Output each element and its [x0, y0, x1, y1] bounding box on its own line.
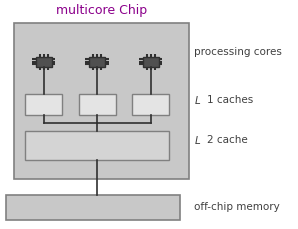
Text: off-chip memory: off-chip memory [194, 202, 280, 212]
FancyBboxPatch shape [89, 57, 105, 67]
FancyBboxPatch shape [14, 23, 189, 179]
Text: $L$: $L$ [194, 134, 201, 146]
FancyBboxPatch shape [36, 57, 52, 67]
Text: processing cores: processing cores [194, 46, 282, 57]
Text: 1 caches: 1 caches [207, 95, 253, 105]
FancyBboxPatch shape [132, 94, 169, 114]
FancyBboxPatch shape [25, 94, 62, 114]
FancyBboxPatch shape [25, 131, 169, 160]
FancyBboxPatch shape [6, 195, 180, 220]
FancyBboxPatch shape [143, 57, 159, 67]
Text: $L$: $L$ [194, 94, 201, 106]
Text: multicore Chip: multicore Chip [56, 4, 147, 17]
Text: 2 cache: 2 cache [207, 135, 248, 145]
FancyBboxPatch shape [79, 94, 116, 114]
